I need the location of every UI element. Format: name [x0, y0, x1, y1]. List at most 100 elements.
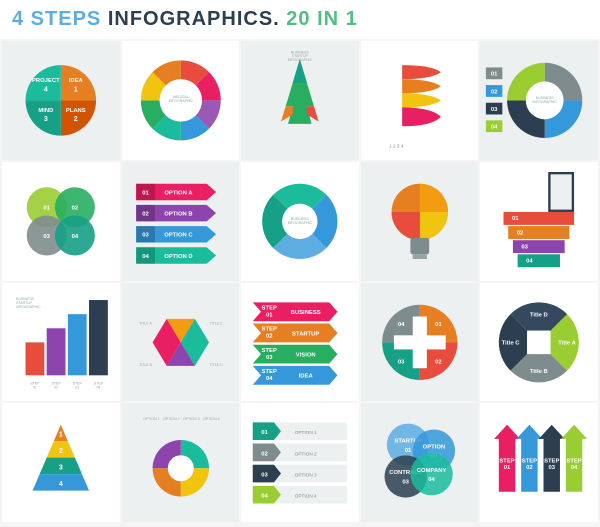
svg-text:STEP01: STEP01: [30, 381, 40, 389]
svg-text:IDEA: IDEA: [299, 373, 314, 379]
svg-text:04: 04: [266, 376, 273, 382]
svg-text:PLANS: PLANS: [66, 108, 86, 114]
svg-text:03: 03: [261, 473, 268, 479]
svg-text:1: 1: [74, 86, 78, 93]
svg-text:OPTION B: OPTION B: [164, 211, 192, 217]
svg-text:4: 4: [59, 481, 63, 488]
svg-text:03: 03: [522, 244, 529, 250]
svg-text:Title B: Title B: [530, 368, 548, 374]
svg-text:IDEA: IDEA: [69, 78, 84, 84]
svg-text:02: 02: [491, 89, 498, 95]
svg-text:3: 3: [59, 465, 63, 472]
svg-text:2: 2: [74, 116, 78, 123]
svg-text:01: 01: [491, 72, 498, 78]
page-title: 4 STEPS INFOGRAPHICS. 20 IN 1: [0, 0, 600, 39]
infographic-tile-tag-rows: 01OPTION 102OPTION 203OPTION 304OPTION 4: [241, 403, 359, 522]
svg-text:TITLE C: TITLE C: [209, 321, 223, 325]
svg-text:01: 01: [142, 190, 149, 196]
svg-text:03: 03: [266, 354, 273, 360]
svg-text:04: 04: [527, 258, 534, 264]
infographic-tile-plus-circle: 01 02 03 04: [361, 283, 479, 402]
svg-text:02: 02: [142, 211, 149, 217]
svg-text:STEP04: STEP04: [94, 381, 104, 389]
svg-text:OPTION A: OPTION A: [164, 190, 193, 196]
title-mid: INFOGRAPHICS.: [108, 8, 280, 30]
infographic-tile-donut-options: OPTION 1 OPTION 2 OPTION 3 OPTION 4: [122, 403, 240, 522]
svg-text:BUSINESSSTARTUPINFOGRAPHIC: BUSINESSSTARTUPINFOGRAPHIC: [16, 297, 41, 309]
svg-text:OPTION 4: OPTION 4: [295, 494, 317, 499]
svg-text:04: 04: [428, 477, 435, 483]
svg-text:VISION: VISION: [296, 352, 316, 358]
svg-text:03: 03: [491, 107, 498, 113]
svg-text:STEP03: STEP03: [73, 381, 83, 389]
infographic-tile-step-bars: STEP01 STEP02 STEP03 STEP04 BUSINESSSTARTUPI…: [2, 283, 120, 402]
svg-text:Title C: Title C: [502, 340, 521, 346]
svg-text:OPTION 3: OPTION 3: [183, 417, 199, 421]
infographic-tile-chevron-stack: STEP01BUSINESSSTEP02STARTUPSTEP03VISIONS…: [241, 283, 359, 402]
svg-text:01: 01: [435, 322, 442, 328]
svg-text:COMPANY: COMPANY: [417, 468, 447, 474]
svg-text:02: 02: [72, 205, 79, 211]
svg-text:1: 1: [59, 432, 63, 439]
infographic-tile-pie-quadrant: IDEA 1 PLANS 2 MIND 3 PROJECT 4: [2, 41, 120, 160]
svg-text:01: 01: [266, 312, 273, 318]
svg-text:04: 04: [142, 254, 149, 260]
svg-text:01: 01: [261, 430, 268, 436]
infographic-tile-lightbulb: [361, 162, 479, 281]
svg-text:OPTION 4: OPTION 4: [203, 417, 219, 421]
infographic-tile-quad-ring: Title A Title B Title C Title D: [480, 283, 598, 402]
svg-text:01: 01: [405, 448, 412, 454]
svg-text:OPTION 2: OPTION 2: [295, 452, 317, 457]
svg-text:TITLE A: TITLE A: [139, 321, 152, 325]
svg-text:STEP: STEP: [262, 305, 277, 311]
svg-text:02: 02: [266, 333, 273, 339]
svg-text:Title D: Title D: [530, 312, 548, 318]
infographic-tile-donut-arcs: 01020304BUSINESSINFOGRAPHIC: [480, 41, 598, 160]
svg-text:BUSINESSSTARTUPINFOGRAPHIC: BUSINESSSTARTUPINFOGRAPHIC: [288, 50, 313, 62]
svg-text:BUSINESS: BUSINESS: [291, 310, 321, 316]
svg-text:04: 04: [491, 125, 498, 131]
infographic-tile-clover: 01 02 03 04: [2, 162, 120, 281]
svg-text:Title A: Title A: [559, 340, 577, 346]
svg-text:OPTION 1: OPTION 1: [143, 417, 159, 421]
infographic-tile-rocket: BUSINESSSTARTUPINFOGRAPHIC: [241, 41, 359, 160]
svg-text:TITLE B: TITLE B: [139, 362, 153, 366]
svg-text:OPTION C: OPTION C: [164, 232, 193, 238]
infographic-tile-pyramid: 1 2 3 4: [2, 403, 120, 522]
infographic-tile-diamond-duo: TITLE A TITLE B TITLE C TITLE D: [122, 283, 240, 402]
svg-text:OPTION: OPTION: [422, 445, 444, 451]
svg-text:STEP: STEP: [262, 368, 277, 374]
svg-text:3: 3: [44, 116, 48, 123]
svg-text:MIND: MIND: [38, 108, 53, 114]
svg-text:04: 04: [72, 234, 79, 240]
infographic-grid: IDEA 1 PLANS 2 MIND 3 PROJECT 4 MEDICALINFOGRAPH…: [0, 39, 600, 524]
infographic-tile-arrow-columns: STEP01STEP02STEP03STEP04: [480, 403, 598, 522]
svg-text:4: 4: [44, 86, 48, 93]
svg-text:03: 03: [142, 232, 149, 238]
infographic-tile-venn-circles: STARTUP01OPTION02CONTRACT03COMPANY04: [361, 403, 479, 522]
svg-text:03: 03: [398, 359, 405, 365]
svg-text:03: 03: [402, 480, 409, 486]
infographic-tile-puzzle-ring: BUSINESSINFOGRAPHIC: [241, 162, 359, 281]
svg-text:STEP: STEP: [262, 326, 277, 332]
svg-text:STARTUP: STARTUP: [292, 331, 319, 337]
infographic-tile-head-profile: 1 2 3 4: [361, 41, 479, 160]
svg-text:03: 03: [43, 234, 50, 240]
svg-text:OPTION 1: OPTION 1: [295, 430, 317, 435]
svg-text:STEP02: STEP02: [51, 381, 61, 389]
title-suffix: 20 IN 1: [286, 8, 357, 30]
svg-text:OPTION 3: OPTION 3: [295, 473, 317, 478]
svg-text:PROJECT: PROJECT: [32, 78, 60, 84]
svg-text:OPTION D: OPTION D: [164, 254, 192, 260]
infographic-tile-stairs-door: 01020304: [480, 162, 598, 281]
svg-text:2: 2: [59, 448, 63, 455]
svg-text:04: 04: [398, 322, 405, 328]
infographic-tile-arrow-rows: 01 OPTION A 02 OPTION B 03 OPTION C 04 OPTION D: [122, 162, 240, 281]
svg-text:TITLE D: TITLE D: [209, 362, 223, 366]
svg-text:OPTION 2: OPTION 2: [163, 417, 179, 421]
infographic-tile-octagon-ring: MEDICALINFOGRAPHIC: [122, 41, 240, 160]
svg-text:1 2 3 4: 1 2 3 4: [389, 143, 404, 148]
svg-text:STEP: STEP: [262, 347, 277, 353]
svg-text:02: 02: [435, 359, 442, 365]
svg-text:01: 01: [43, 205, 50, 211]
